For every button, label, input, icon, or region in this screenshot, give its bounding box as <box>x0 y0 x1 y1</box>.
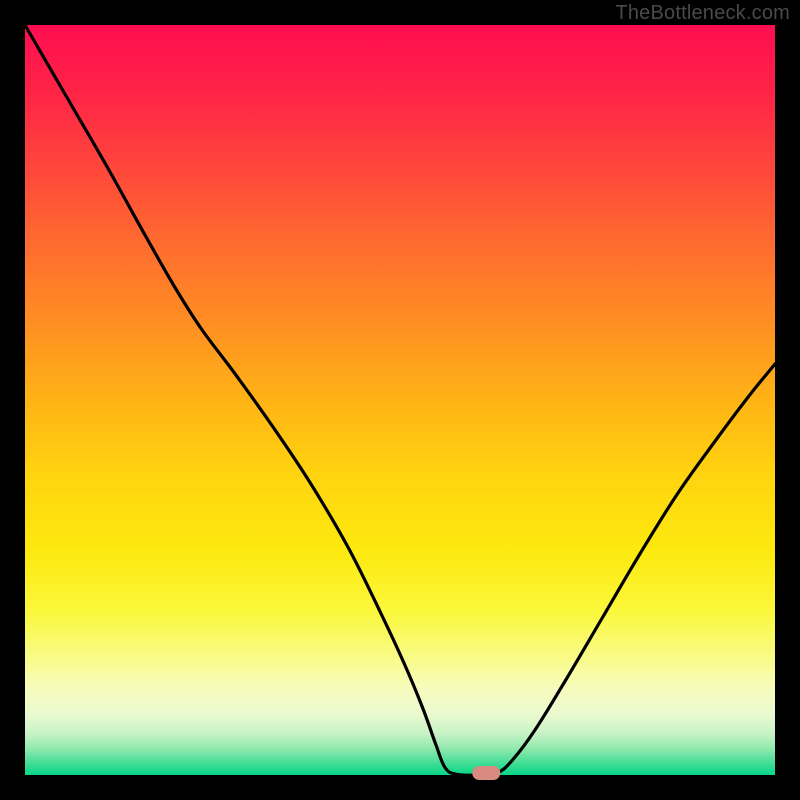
chart-background <box>25 25 775 775</box>
chart-canvas <box>0 0 800 800</box>
optimal-marker <box>472 766 500 780</box>
watermark-text: TheBottleneck.com <box>615 2 790 25</box>
bottleneck-chart: TheBottleneck.com <box>0 0 800 800</box>
